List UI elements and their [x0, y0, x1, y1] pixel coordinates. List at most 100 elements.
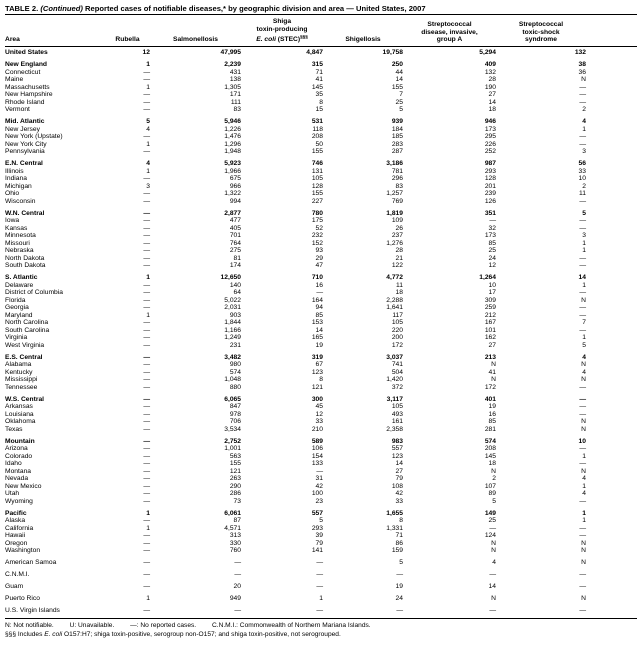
value-cell: N — [581, 559, 586, 567]
value-cell: — — [234, 571, 241, 579]
value-cell: 1,264 — [479, 274, 496, 282]
value-cell: 296 — [391, 175, 403, 183]
table-row: Illinois 1 1,966 131 781 293 33 — [5, 168, 637, 176]
column-header-shigellosis-label: Shigellosis — [345, 36, 381, 44]
value-cell: 185 — [391, 133, 403, 141]
area-cell: Rhode Island — [5, 98, 45, 106]
table-row: Arkansas — 847 45 105 19 — — [5, 403, 637, 411]
table-row: New Hampshire — 171 35 7 27 — — [5, 91, 637, 99]
value-cell: 200 — [391, 334, 403, 342]
value-cell: — — [579, 304, 586, 312]
value-cell: 1 — [146, 274, 150, 282]
area-cell: Arizona — [5, 445, 28, 453]
value-cell: 1 — [146, 140, 150, 148]
value-cell: 85 — [315, 311, 323, 319]
value-cell: 1,257 — [386, 190, 403, 198]
column-header-shigellosis: Shigellosis — [323, 36, 403, 44]
value-cell: 493 — [391, 410, 403, 418]
value-cell: 155 — [311, 148, 323, 156]
value-cell: 781 — [391, 167, 403, 175]
value-cell: 24 — [395, 595, 403, 603]
area-cell: Maryland — [5, 311, 33, 319]
column-header-strep-toxic-shock-line3: syndrome — [525, 36, 557, 44]
value-cell: 1 — [146, 595, 150, 603]
table-row: E.S. Central — 3,482 319 3,037 213 4 — [5, 354, 637, 362]
column-header-stec-ecoli: E. coli — [256, 36, 276, 44]
value-cell: 3,482 — [224, 353, 241, 361]
value-cell: 1,322 — [224, 190, 241, 198]
table-row: Ohio — 1,322 155 1,257 239 11 — [5, 190, 637, 198]
table-row: Michigan 3 966 128 83 201 2 — [5, 183, 637, 191]
value-cell: 5,022 — [224, 296, 241, 304]
value-cell: 8 — [399, 517, 403, 525]
value-cell: 983 — [391, 437, 403, 445]
value-cell: 949 — [229, 595, 241, 603]
value-cell: 208 — [484, 445, 496, 453]
value-cell: — — [489, 217, 496, 225]
value-cell: — — [579, 254, 586, 262]
value-cell: — — [234, 559, 241, 567]
value-cell: 28 — [395, 247, 403, 255]
value-cell: — — [234, 607, 241, 615]
value-cell: 2,288 — [386, 296, 403, 304]
table-row: Missouri — 764 152 1,276 85 1 — [5, 240, 637, 248]
value-cell: 746 — [311, 160, 323, 168]
table-row: Oklahoma — 706 33 161 85 N — [5, 418, 637, 426]
value-cell: 295 — [484, 133, 496, 141]
table-row: Arizona — 1,001 106 557 208 — — [5, 445, 637, 453]
area-cell: American Samoa — [5, 559, 57, 567]
table-row: Louisiana — 978 12 493 16 — — [5, 411, 637, 419]
column-header-stec-line1: Shiga — [272, 18, 292, 25]
value-cell: 106 — [311, 445, 323, 453]
column-header-strep-group-a: Streptococcal disease, invasive, group A — [403, 21, 496, 44]
value-cell: 220 — [391, 326, 403, 334]
value-cell: 18 — [488, 106, 496, 114]
value-cell: N — [581, 547, 586, 555]
value-cell: 14 — [488, 583, 496, 591]
value-cell: 15 — [315, 106, 323, 114]
value-cell: N — [581, 595, 586, 603]
value-cell: — — [143, 254, 150, 262]
table-title: TABLE 2. (Continued) Reported cases of n… — [5, 3, 637, 14]
table-row: Nevada — 263 31 79 2 4 — [5, 475, 637, 483]
value-cell: 24 — [488, 254, 496, 262]
area-cell: West Virginia — [5, 341, 45, 349]
value-cell: — — [143, 133, 150, 141]
table-row: Hawaii — 313 39 71 124 — — [5, 532, 637, 540]
value-cell: 7 — [582, 319, 586, 327]
value-cell: 19 — [395, 583, 403, 591]
table-row: Connecticut — 431 71 44 132 36 — [5, 69, 637, 77]
column-header-strep-group-a-line3: group A — [436, 36, 463, 44]
table-row: W.N. Central — 2,877 780 1,819 351 5 — [5, 210, 637, 218]
value-cell: — — [316, 467, 323, 475]
value-cell: 4 — [146, 160, 150, 168]
value-cell: 5 — [146, 118, 150, 126]
value-cell: 184 — [391, 125, 403, 133]
value-cell: — — [143, 475, 150, 483]
value-cell: — — [143, 497, 150, 505]
area-cell: Iowa — [5, 217, 20, 225]
area-cell: South Carolina — [5, 326, 50, 334]
value-cell: 701 — [229, 232, 241, 240]
value-cell: 987 — [484, 160, 496, 168]
value-cell: 26 — [395, 224, 403, 232]
value-cell: N — [491, 376, 496, 384]
area-cell: Vermont — [5, 106, 30, 114]
value-cell: 1 — [146, 509, 150, 517]
value-cell: 42 — [395, 490, 403, 498]
table-row: Virginia — 1,249 165 200 162 1 — [5, 334, 637, 342]
footnote-stec-definition: §§§ Includes E. coli O157:H7; shiga toxi… — [5, 630, 637, 639]
value-cell: 8 — [319, 98, 323, 106]
table-row: Mid. Atlantic 5 5,946 531 939 946 4 — [5, 118, 637, 126]
value-cell: 16 — [488, 410, 496, 418]
value-cell: 81 — [233, 254, 241, 262]
value-cell: — — [143, 296, 150, 304]
value-cell: 133 — [311, 460, 323, 468]
value-cell: 38 — [578, 61, 586, 69]
area-cell: Louisiana — [5, 410, 34, 418]
value-cell: 4 — [146, 125, 150, 133]
value-cell: 231 — [229, 341, 241, 349]
value-cell: 939 — [391, 118, 403, 126]
value-cell: 2,031 — [224, 304, 241, 312]
table-row: Kansas — 405 52 26 32 — — [5, 225, 637, 233]
